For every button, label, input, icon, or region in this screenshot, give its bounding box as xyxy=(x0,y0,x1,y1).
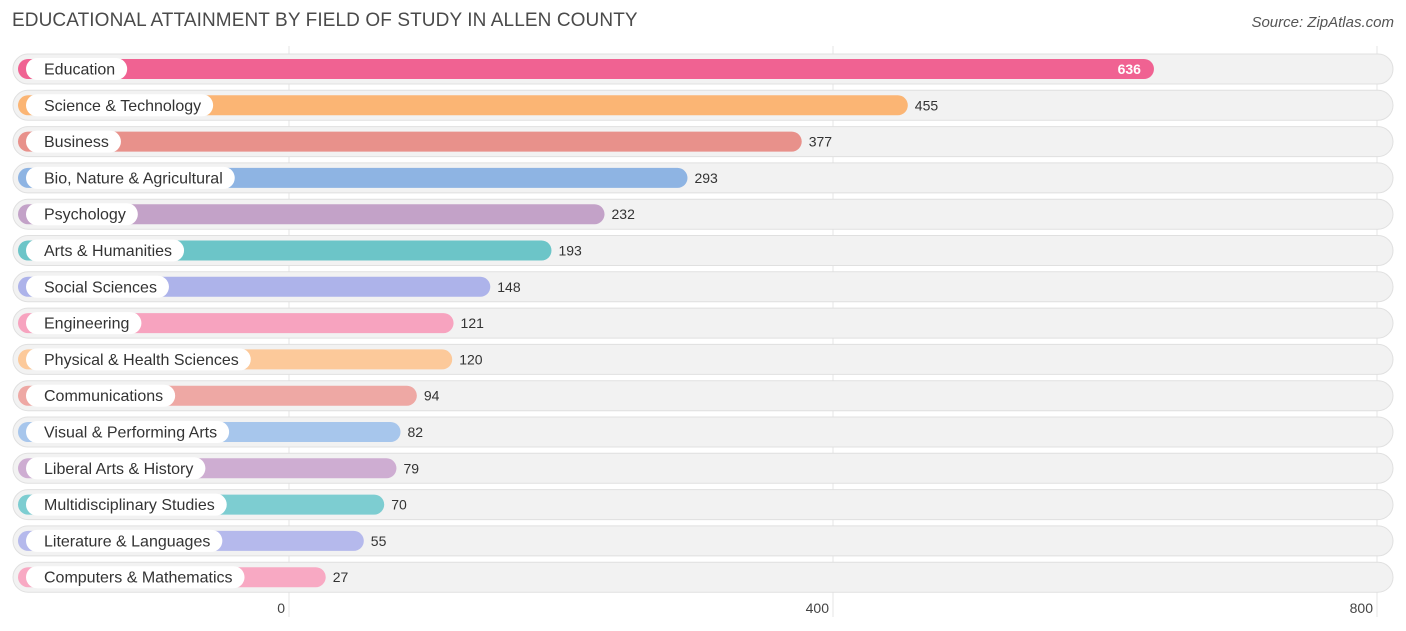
category-label-pill xyxy=(26,529,223,552)
category-label: Communications xyxy=(44,388,163,405)
category-label-pill xyxy=(26,384,176,407)
category-label-pill xyxy=(26,275,169,298)
bar-row: Education 636 xyxy=(12,53,1394,85)
bar-row: Computers & Mathematics 27 xyxy=(12,561,1394,593)
chart-title: EDUCATIONAL ATTAINMENT BY FIELD OF STUDY… xyxy=(12,10,638,31)
category-label: Liberal Arts & History xyxy=(44,461,193,478)
category-label: Bio, Nature & Agricultural xyxy=(44,170,223,187)
category-label: Engineering xyxy=(44,316,129,333)
category-label-pill xyxy=(26,457,206,480)
category-label-pill xyxy=(26,94,214,117)
bar-row: Physical & Health Sciences 120 xyxy=(12,343,1394,375)
bar-row: Multidisciplinary Studies 70 xyxy=(12,489,1394,521)
bar-row: Bio, Nature & Agricultural 293 xyxy=(12,162,1394,194)
bar-row: Communications 94 xyxy=(12,380,1394,412)
data-label: 27 xyxy=(333,569,349,585)
bar-row: Arts & Humanities 193 xyxy=(12,235,1394,266)
category-label-pill xyxy=(26,348,251,371)
category-label-pill xyxy=(26,239,185,262)
category-label: Science & Technology xyxy=(44,98,201,115)
data-label: 82 xyxy=(408,424,424,440)
chart-source: Source: ZipAtlas.com xyxy=(1251,14,1394,31)
category-label-pill xyxy=(26,312,142,335)
category-label-pill xyxy=(26,58,128,80)
category-label: Arts & Humanities xyxy=(44,243,172,260)
category-label: Multidisciplinary Studies xyxy=(44,497,215,514)
category-label: Literature & Languages xyxy=(44,533,210,550)
category-label-pill xyxy=(26,493,227,516)
data-label: 377 xyxy=(809,134,833,150)
bar-row: Psychology 232 xyxy=(12,198,1394,230)
category-label: Business xyxy=(44,134,109,151)
category-label: Social Sciences xyxy=(44,279,157,296)
data-label: 79 xyxy=(403,460,419,476)
category-label: Computers & Mathematics xyxy=(44,570,233,587)
data-label: 120 xyxy=(459,351,483,367)
data-label: 55 xyxy=(371,533,387,549)
bar-row: Liberal Arts & History 79 xyxy=(12,452,1394,484)
data-label: 94 xyxy=(424,388,440,404)
bar-row: Business 377 xyxy=(12,126,1394,158)
category-label-pill xyxy=(26,566,245,589)
rows-layer: Education 636 Science & Technology 455 Busin… xyxy=(12,53,1394,593)
bar-row: Engineering 121 xyxy=(12,307,1394,339)
category-label-pill xyxy=(26,421,230,443)
x-tick-label: 0 xyxy=(277,600,285,616)
bar xyxy=(18,204,605,225)
x-tick-label: 400 xyxy=(806,600,830,616)
bar xyxy=(18,131,802,152)
bar xyxy=(18,95,908,116)
bar-track xyxy=(12,561,1394,593)
category-label-pill xyxy=(26,130,121,153)
data-label: 455 xyxy=(915,97,939,113)
data-label: 70 xyxy=(391,497,407,513)
data-label: 293 xyxy=(694,170,718,186)
category-label-pill xyxy=(26,203,138,226)
category-label: Physical & Health Sciences xyxy=(44,352,239,369)
category-label: Education xyxy=(44,62,115,79)
data-label: 636 xyxy=(1118,61,1142,77)
bar xyxy=(18,59,1154,79)
x-axis-ticks: 0 400 800 xyxy=(277,600,1373,616)
bar-row: Social Sciences 148 xyxy=(12,271,1394,303)
bar-row: Literature & Languages 55 xyxy=(12,525,1394,557)
data-label: 232 xyxy=(612,206,636,222)
x-tick-label: 800 xyxy=(1350,600,1374,616)
data-label: 121 xyxy=(461,315,485,331)
bar-row: Science & Technology 455 xyxy=(12,89,1394,121)
data-label: 148 xyxy=(497,279,521,295)
category-label: Psychology xyxy=(44,207,126,224)
data-label: 193 xyxy=(558,243,582,259)
category-label: Visual & Performing Arts xyxy=(44,425,217,442)
category-label-pill xyxy=(26,166,235,189)
bar-row: Visual & Performing Arts 82 xyxy=(12,416,1394,448)
